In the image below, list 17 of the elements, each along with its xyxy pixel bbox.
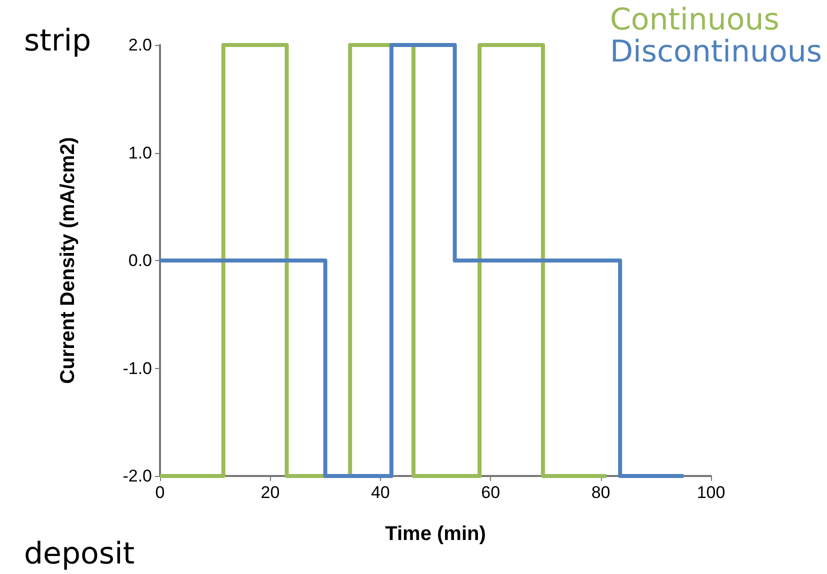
y-tick-label: 2.0	[128, 36, 152, 54]
x-tick-label: 60	[481, 483, 500, 502]
x-axis-title: Time (min)	[385, 523, 486, 545]
y-tick-label: 1.0	[128, 143, 152, 162]
y-tick-label: -1.0	[122, 358, 152, 378]
text: Continuous	[610, 2, 780, 38]
x-tick-label: 0	[155, 483, 165, 502]
y-tick-label: -2.0	[122, 466, 152, 486]
y-axis-title: Current Density (mA/cm2)	[57, 137, 79, 384]
text: Discontinuous	[610, 34, 822, 70]
y-tick-label: 0.0	[128, 251, 152, 270]
x-tick-label: 100	[696, 483, 726, 502]
x-tick-label: 80	[591, 483, 610, 502]
x-tick-label: 40	[370, 483, 390, 502]
text: deposit	[24, 536, 135, 572]
text: strip	[24, 24, 92, 58]
x-tick-label: 20	[260, 483, 280, 502]
